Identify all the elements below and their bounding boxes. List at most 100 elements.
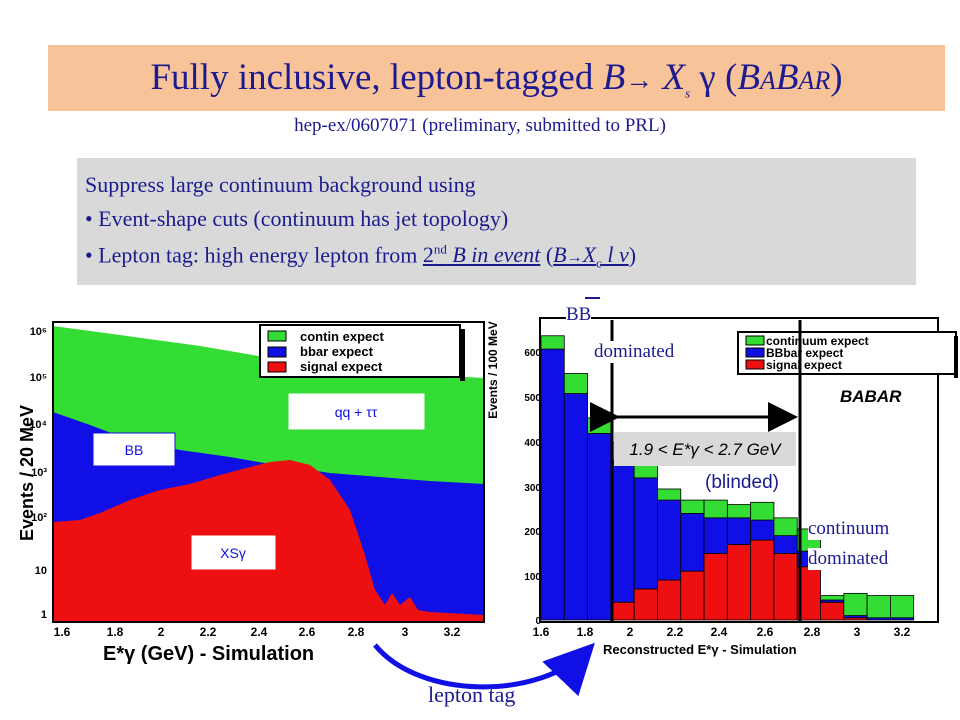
title-x: X [662,57,686,98]
right-frame [539,317,939,623]
left-legend-label-1: bbar expect [300,344,374,359]
right-legend-label-0: continuum expect [766,334,869,348]
label-qq: qq + ττ [335,404,378,420]
slide-title: Fully inclusive, lepton-tagged B→ Xs γ (… [48,45,945,111]
bar-continuum-0 [540,335,565,350]
babar-a1: A [759,66,776,95]
bar-continuum-9 [750,501,775,521]
right-xtick-4: 2.4 [711,625,728,639]
right-xtick-8: 3.2 [894,625,911,639]
bar-signal-7 [703,552,728,621]
decay-x: X [582,242,597,268]
right-legend-swatch-blue [745,347,765,358]
left-frame [52,321,485,623]
bar-continuum-4 [633,464,658,479]
left-xticks: 1.6 1.8 2 2.2 2.4 2.6 2.8 3 3.2 [54,625,461,639]
title-paren-close: ) [830,57,843,98]
underlined-2nd-b: 2nd B in event [423,242,540,267]
bb-dominated-label-2: dominated [594,341,675,363]
decay-b: B [553,242,567,268]
right-ytick-1: 100 [524,572,541,583]
bar-signal-10 [773,552,798,621]
left-ytick-5: 10⁵ [30,372,47,384]
left-xtick-3: 2.2 [200,625,217,639]
left-xtick-1: 1.8 [107,625,124,639]
bar-continuum-5 [657,488,682,501]
paren: ( [540,242,554,268]
bullet-icon: • [85,206,93,231]
left-legend-swatch-red [267,361,287,373]
label-bb: BB [125,442,144,458]
left-ytick-0: 1 [41,609,47,621]
bar-signal-5 [657,579,682,621]
left-xtick-7: 3 [402,625,409,639]
bar-bbbar-6 [680,513,705,572]
babar-r: R [814,66,831,95]
bullet-icon: • [85,242,93,268]
babar-a2: A [798,66,815,95]
label-qq-box [287,392,426,431]
right-legend-swatch-red [745,359,765,370]
right-ytick-4: 400 [524,438,541,449]
bar-bbbar-7 [703,517,728,554]
bar-continuum-7 [703,499,728,519]
summary-line-3-text: Lepton tag: high energy lepton from [98,242,423,268]
left-ylabel: Events / 20 MeV [17,405,37,541]
bar-bbbar-2 [587,433,612,621]
right-xlabel: Reconstructed E*γ - Simulation [603,642,797,657]
left-legend-swatch-blue [267,346,287,358]
right-xtick-6: 2.8 [804,625,821,639]
left-legend-swatch-green [267,330,287,342]
arrow-icon: → [625,65,654,96]
right-legend-swatch-green [745,335,765,346]
right-xtick-0: 1.6 [533,625,550,639]
right-xtick-5: 2.6 [757,625,774,639]
lepton-tag-label: lepton tag [428,682,516,707]
summary-line-3: • Lepton tag: high energy lepton from 2n… [85,242,636,272]
summary-line-2-text: Event-shape cuts (continuum has jet topo… [98,206,509,231]
lepton-tag-arrow [373,642,595,697]
left-xtick-0: 1.6 [54,625,71,639]
left-yticks: 1 10 10² 10³ 10⁴ 10⁵ 10⁶ [29,326,47,621]
babar-logo: BABAR [840,387,902,406]
summary-line-2: • Event-shape cuts (continuum has jet to… [85,206,508,232]
left-xlabel: E*γ (GeV) - Simulation [103,643,314,665]
bar-signal-9 [750,539,775,621]
bar-signal-3 [610,601,635,621]
window-box [614,432,796,466]
window-label: 1.9 < E*γ < 2.7 GeV [629,440,782,459]
right-xtick-2: 2 [627,625,634,639]
left-legend-label-0: contin expect [300,329,384,344]
label-xs: XSγ [220,545,246,561]
bar-continuum-14 [866,595,891,619]
right-yticks: 0 100 200 300 400 500 600 [524,348,541,627]
decay-c: c [596,255,602,271]
bar-bbbar-3 [610,459,635,603]
bar-bbbar-9 [750,519,775,541]
title-banner: Fully inclusive, lepton-tagged B→ Xs γ (… [48,45,945,111]
arrow-icon: → [566,249,583,267]
title-text: Fully inclusive, lepton-tagged [150,57,603,98]
summary-line-1: Suppress large continuum background usin… [85,172,476,197]
title-b: B [602,57,626,98]
bar-bbbar-5 [657,499,682,581]
bb-dominated-label-1: BB [566,304,592,326]
left-xtick-2: 2 [158,625,165,639]
bar-continuum-10 [773,517,798,537]
babar-b2: B [775,57,799,98]
summary-box: Suppress large continuum background usin… [77,158,916,285]
right-ytick-6: 600 [524,348,541,359]
left-legend-box [259,324,461,378]
title-s: s [685,85,691,101]
left-xtick-8: 3.2 [444,625,461,639]
left-ytick-3: 10³ [31,467,47,479]
right-ytick-5: 500 [524,393,541,404]
left-plot: contin expect bbar expect signal expect … [17,321,485,665]
title-paren: ( [725,57,738,98]
ordinal: 2 [422,242,434,268]
bar-bbbar-4 [633,477,658,590]
left-legend-label-2: signal expect [300,359,383,374]
left-xtick-4: 2.4 [251,625,268,639]
babar-b1: B [737,57,760,98]
right-legend-label-2: signal expect [766,358,842,372]
